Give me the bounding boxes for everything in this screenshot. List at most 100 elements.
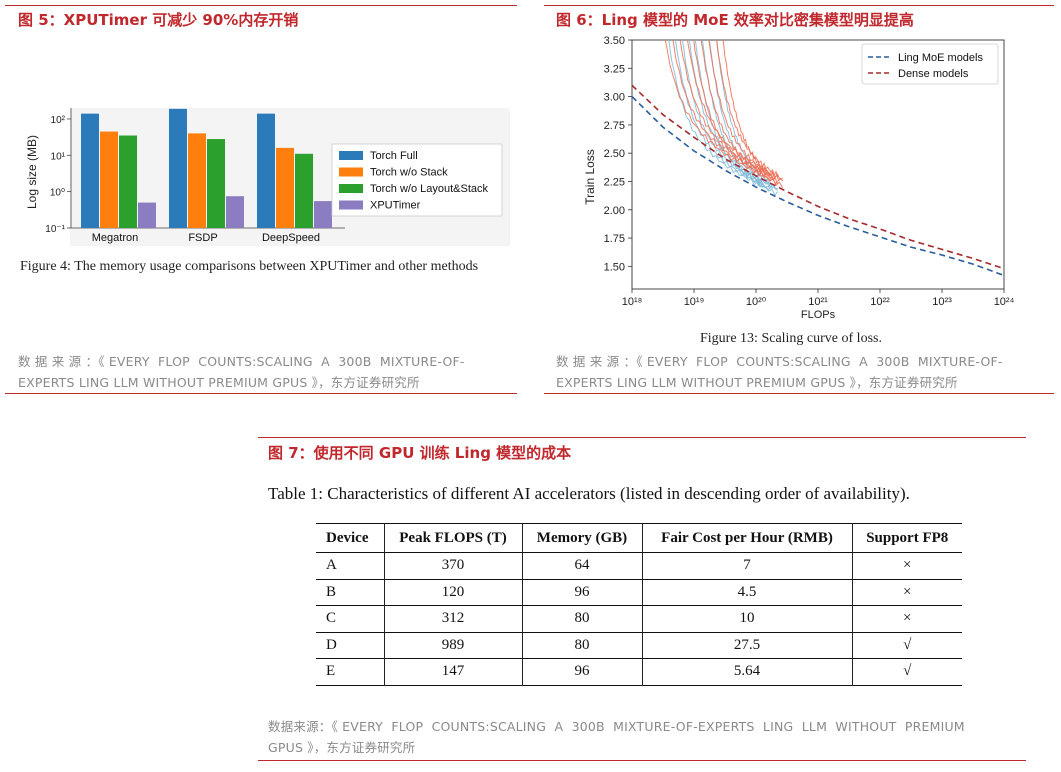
fig5-top-rule — [5, 5, 517, 6]
x-tick-label: 10²¹ — [808, 296, 828, 308]
bar — [257, 113, 275, 228]
training-runs — [664, 40, 784, 196]
y-tick-label: 2.75 — [604, 120, 625, 132]
scaling-loss-chart: 1.50 1.75 2.00 2.25 2.50 2.75 3.00 3.25 3.50 10¹⁸… — [583, 35, 1015, 321]
bar — [100, 131, 118, 228]
y-tick-label: 1.50 — [604, 261, 625, 273]
bar — [119, 135, 137, 228]
memory-usage-chart: 10⁻¹ 10⁰ 10¹ 10² Megatron FSDP DeepSpeed Log s… — [25, 108, 510, 246]
legend-label: Torch w/o Layout&Stack — [370, 183, 489, 195]
cell-fair-cost: 10 — [642, 605, 853, 632]
fig6-caption: Figure 13: Scaling curve of loss. — [700, 331, 882, 346]
y-axis-label: Log size (MB) — [25, 135, 39, 209]
y-tick-label: 2.00 — [604, 205, 625, 217]
cell-support-fp8: × — [903, 610, 912, 627]
bar — [188, 133, 206, 228]
cell-device: D — [316, 632, 385, 659]
bar — [169, 108, 187, 228]
moe-training-run — [668, 40, 779, 196]
bar — [295, 153, 313, 228]
cell-fair-cost: 7 — [642, 552, 853, 579]
dense-training-run — [722, 40, 774, 180]
x-tick-label: 10²⁴ — [994, 296, 1015, 308]
fig7-title: 图 7：使用不同 GPU 训练 Ling 模型的成本 — [268, 444, 572, 462]
table-caption: Table 1: Characteristics of different AI… — [268, 484, 910, 503]
cell-device: B — [316, 579, 385, 606]
header-support-fp8: Support FP8 — [866, 529, 949, 546]
moe-training-run — [708, 40, 779, 191]
dense-training-run — [664, 40, 784, 188]
cell-memory: 80 — [522, 632, 643, 659]
table-row: B 120 96 4.5 × — [316, 579, 962, 606]
cell-memory: 96 — [522, 579, 643, 606]
legend-label: XPUTimer — [370, 200, 421, 212]
fig6-title: 图 6：Ling 模型的 MoE 效率对比密集模型明显提高 — [556, 11, 914, 29]
y-tick-label: 10⁻¹ — [45, 224, 65, 235]
x-tick-label: DeepSpeed — [262, 232, 320, 244]
fig7-source-line1: 数据来源：《 EVERY FLOP COUNTS:SCALING A 300B … — [268, 719, 965, 734]
fig7-source-line2: GPUS 》，东方证券研究所 — [268, 740, 416, 755]
bar — [81, 113, 99, 228]
table-row: E 147 96 5.64 √ — [316, 658, 962, 685]
x-tick-label: 10²³ — [932, 296, 952, 308]
bar — [138, 202, 156, 228]
cell-device: C — [316, 605, 385, 632]
legend-label: Torch w/o Stack — [370, 167, 448, 179]
legend-swatch — [339, 167, 363, 177]
table-row: C 312 80 10 × — [316, 605, 962, 632]
header-peak-flops: Peak FLOPS (T) — [384, 523, 523, 553]
header-memory: Memory (GB) — [522, 523, 643, 553]
cell-support-fp8: × — [903, 557, 912, 574]
table-row: D 989 80 27.5 √ — [316, 632, 962, 659]
legend-label: Dense models — [898, 68, 969, 80]
y-axis-label: Train Loss — [583, 149, 597, 205]
legend-swatch — [339, 184, 363, 193]
x-tick-label: 10²⁰ — [746, 296, 767, 308]
header-fair-cost: Fair Cost per Hour (RMB) — [642, 523, 853, 553]
y-tick-label: 3.00 — [604, 92, 625, 104]
cell-peak-flops: 312 — [384, 605, 523, 632]
x-tick-label: 10²² — [870, 296, 890, 308]
fig5-caption: Figure 4: The memory usage comparisons b… — [20, 259, 479, 274]
table-header-row: Device Peak FLOPS (T) Memory (GB) Fair C… — [316, 523, 962, 553]
cell-device: A — [316, 552, 385, 579]
cell-memory: 96 — [522, 658, 643, 685]
cell-memory: 80 — [522, 605, 643, 632]
y-tick-label: 3.25 — [604, 63, 625, 75]
fig6-source: 数 据 来 源 ：《 EVERY FLOP COUNTS:SCALING A 3… — [556, 351, 1003, 393]
fig6-source-line1: 数 据 来 源 ：《 EVERY FLOP COUNTS:SCALING A 3… — [556, 354, 1003, 369]
cell-fair-cost: 27.5 — [642, 632, 853, 659]
fig5-source: 数 据 来 源 ：《 EVERY FLOP COUNTS:SCALING A 3… — [18, 351, 465, 393]
cell-support-fp8: × — [903, 583, 912, 600]
bar — [207, 139, 225, 228]
fig6-bottom-rule — [544, 393, 1054, 394]
header-device: Device — [316, 523, 385, 553]
moe-training-run — [681, 40, 764, 186]
fig5-bottom-rule — [5, 393, 517, 394]
cell-memory: 64 — [522, 552, 643, 579]
fig5-title: 图 5：XPUTimer 可减少 90%内存开销 — [18, 11, 299, 29]
y-tick-label: 10¹ — [51, 151, 66, 162]
cell-peak-flops: 989 — [384, 632, 523, 659]
dense-training-run — [700, 40, 774, 179]
x-tick-label: 10¹⁸ — [622, 296, 643, 308]
y-tick-label: 10² — [51, 115, 66, 126]
fig5-plot-area: 10⁻¹ 10⁰ 10¹ 10² Megatron FSDP DeepSpeed — [45, 108, 345, 244]
y-tick-label: 2.50 — [604, 148, 625, 160]
cell-peak-flops: 370 — [384, 552, 523, 579]
y-tick-label: 10⁰ — [50, 188, 65, 199]
fig5-source-line2: EXPERTS LING LLM WITHOUT PREMIUM GPUS 》，… — [18, 375, 420, 390]
cell-fair-cost: 5.64 — [642, 658, 853, 685]
legend-label: Ling MoE models — [898, 52, 983, 64]
dense-training-run — [708, 40, 784, 182]
bar — [276, 147, 294, 228]
accelerators-table-wrap: Device Peak FLOPS (T) Memory (GB) Fair C… — [316, 523, 962, 686]
dense-training-run — [716, 40, 779, 178]
legend-swatch — [339, 151, 363, 160]
bar — [314, 201, 332, 228]
cell-support-fp8: √ — [903, 663, 912, 680]
legend-box — [861, 43, 999, 85]
x-tick-label: 10¹⁹ — [684, 296, 705, 308]
table-row: A 370 64 7 × — [316, 552, 962, 579]
y-tick-label: 1.75 — [604, 233, 625, 245]
